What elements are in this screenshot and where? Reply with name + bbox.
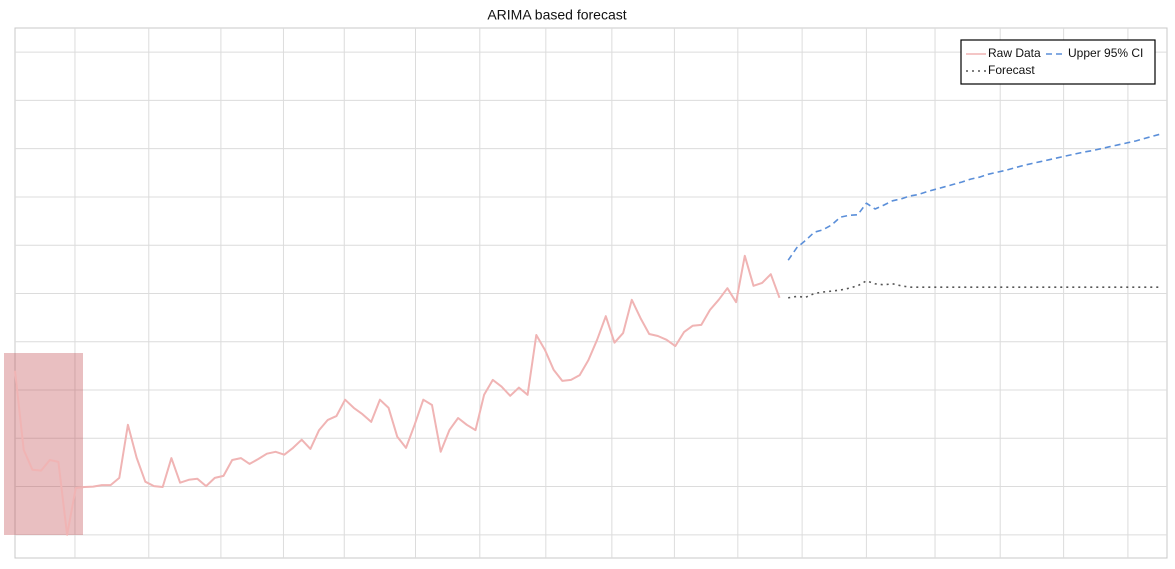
legend: Raw Data Upper 95% CI Forecast [960,39,1156,85]
grid [15,28,1167,558]
legend-label: Forecast [988,63,1035,77]
legend-label: Raw Data [988,46,1041,60]
series-line [14,254,781,536]
series-line [787,132,1163,261]
chart-title: ARIMA based forecast [487,7,626,23]
legend-label: Upper 95% CI [1068,46,1143,60]
lines [14,132,1163,536]
legend-box [960,39,1156,85]
